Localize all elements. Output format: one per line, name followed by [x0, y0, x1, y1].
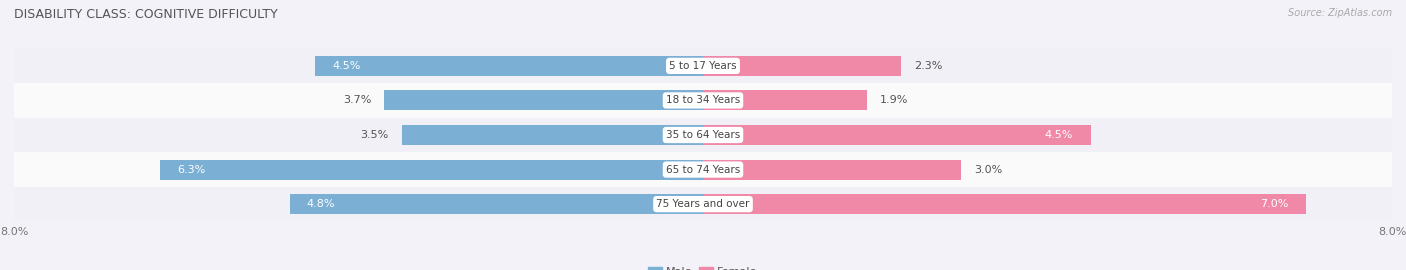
Text: 3.0%: 3.0%: [974, 164, 1002, 175]
Bar: [703, 160, 962, 180]
Text: 7.0%: 7.0%: [1260, 199, 1289, 209]
Text: 4.5%: 4.5%: [1045, 130, 1073, 140]
Text: Source: ZipAtlas.com: Source: ZipAtlas.com: [1288, 8, 1392, 18]
Bar: [703, 125, 1091, 145]
Text: 35 to 64 Years: 35 to 64 Years: [666, 130, 740, 140]
Bar: [703, 56, 901, 76]
Text: 6.3%: 6.3%: [177, 164, 205, 175]
Text: 2.3%: 2.3%: [914, 61, 942, 71]
Text: 3.5%: 3.5%: [360, 130, 388, 140]
Text: 4.5%: 4.5%: [333, 61, 361, 71]
Bar: [14, 49, 1392, 83]
Bar: [14, 83, 1392, 118]
Bar: [703, 90, 866, 110]
Bar: [402, 125, 703, 145]
Bar: [290, 194, 703, 214]
Bar: [14, 118, 1392, 152]
Bar: [160, 160, 703, 180]
Text: 75 Years and over: 75 Years and over: [657, 199, 749, 209]
Bar: [14, 187, 1392, 221]
Legend: Male, Female: Male, Female: [644, 262, 762, 270]
Bar: [384, 90, 703, 110]
Text: DISABILITY CLASS: COGNITIVE DIFFICULTY: DISABILITY CLASS: COGNITIVE DIFFICULTY: [14, 8, 278, 21]
Bar: [703, 194, 1306, 214]
Text: 5 to 17 Years: 5 to 17 Years: [669, 61, 737, 71]
Bar: [14, 152, 1392, 187]
Text: 65 to 74 Years: 65 to 74 Years: [666, 164, 740, 175]
Text: 1.9%: 1.9%: [880, 95, 908, 106]
Text: 4.8%: 4.8%: [307, 199, 336, 209]
Text: 3.7%: 3.7%: [343, 95, 371, 106]
Bar: [315, 56, 703, 76]
Text: 18 to 34 Years: 18 to 34 Years: [666, 95, 740, 106]
